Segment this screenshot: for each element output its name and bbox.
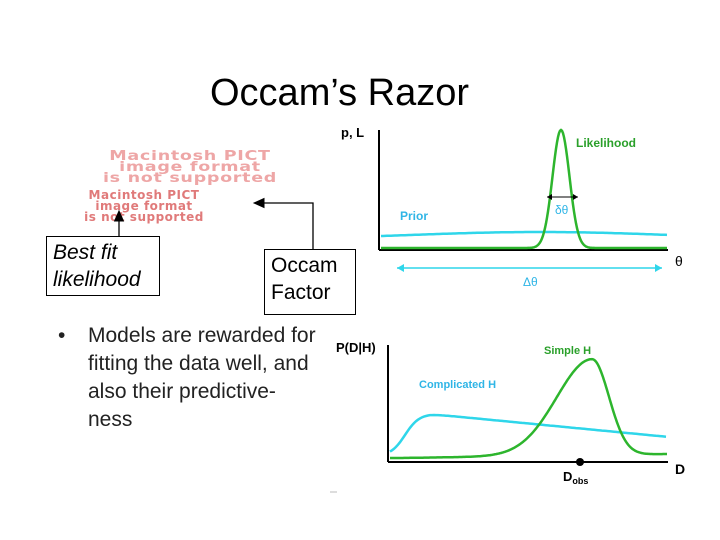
callout-line: Factor <box>271 281 331 304</box>
bullet-line: fitting the data well, and <box>88 352 309 375</box>
bullet-line: also their predictive- <box>88 380 276 403</box>
complicated-h-curve <box>389 413 667 453</box>
bottom-plot-y-label: P(D|H) <box>336 340 376 355</box>
narrow-width-label: δθ <box>555 203 569 217</box>
simple-h-label: Simple H <box>544 345 591 357</box>
occam-factor-callout: Occam Factor <box>264 249 356 315</box>
pict-line: Macintosh PICT <box>88 188 200 202</box>
observed-data-point <box>576 458 584 466</box>
observed-data-subscript: obs <box>572 476 588 486</box>
top-plot-y-label: p, L <box>341 125 364 140</box>
observed-data-letter: D <box>563 469 572 484</box>
likelihood-curve <box>381 128 667 250</box>
slide-title: Occam’s Razor <box>210 72 470 114</box>
prior-curve <box>381 230 668 238</box>
callout-line: likelihood <box>53 268 141 291</box>
callout-line: Occam <box>271 254 338 277</box>
likelihood-label: Likelihood <box>576 136 636 150</box>
bottom-plot-x-label: D <box>675 461 685 477</box>
pict-line: Macintosh PICT <box>109 149 271 164</box>
pict-line: image format <box>95 199 193 213</box>
occam-arrow <box>252 197 314 249</box>
pict-placeholder-top: Macintosh PICT image format is not suppo… <box>28 149 352 186</box>
wide-width-label: Δθ <box>523 275 538 289</box>
best-fit-likelihood-callout: Best fit likelihood <box>46 236 160 296</box>
callout-line: Best fit <box>53 241 118 264</box>
top-plot-x-label: θ <box>675 253 683 269</box>
observed-data-label: Dobs <box>563 469 588 486</box>
bullet-line: ness <box>88 408 133 431</box>
pict-line: image format <box>119 160 261 175</box>
complicated-h-label: Complicated H <box>419 379 496 391</box>
bullet-dot: • <box>58 324 66 347</box>
pict-line: is not supported <box>102 171 278 186</box>
simple-h-curve <box>390 357 667 460</box>
bullet-line: Models are rewarded for <box>88 324 316 347</box>
prior-label: Prior <box>400 209 428 223</box>
bullet-text: • Models are rewarded for fitting the da… <box>58 322 348 434</box>
